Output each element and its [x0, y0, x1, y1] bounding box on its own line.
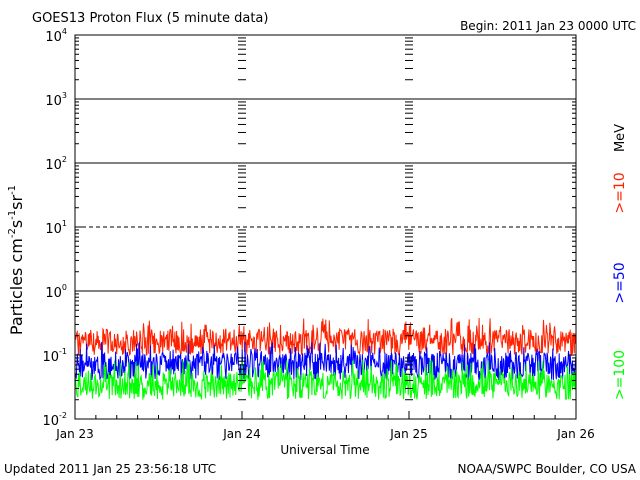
y-tick-base: 10	[45, 158, 62, 173]
y-label-mid2: sr	[7, 195, 26, 210]
y-label-sup2: -1	[7, 210, 18, 220]
grid-layer	[75, 98, 576, 292]
y-tick-exp: 4	[62, 27, 67, 36]
y-tick-base: 10	[45, 222, 62, 237]
updated-timestamp: Updated 2011 Jan 25 23:56:18 UTC	[4, 462, 216, 476]
y-tick-label-4: 102	[45, 155, 67, 173]
y-tick-exp: -2	[59, 411, 67, 420]
y-tick-exp: 1	[62, 219, 67, 228]
series-trace-1	[74, 341, 577, 381]
y-tick-label-1: 10-1	[42, 347, 67, 365]
y-tick-exp: 0	[62, 283, 67, 292]
y-tick-label-6: 104	[45, 27, 67, 45]
credit-line: NOAA/SWPC Boulder, CO USA	[458, 462, 637, 476]
y-label-sup1: -2	[7, 228, 18, 238]
series-trace-2	[75, 359, 577, 400]
y-tick-base: 10	[45, 30, 62, 45]
legend-series-0: >=10	[612, 172, 628, 213]
y-tick-exp: 3	[62, 91, 67, 100]
y-tick-exp: -1	[59, 347, 67, 356]
y-tick-label-2: 100	[45, 283, 67, 301]
y-tick-label-0: 10-2	[42, 411, 67, 429]
x-tick-label-2: Jan 25	[389, 427, 428, 441]
series-layer	[74, 317, 577, 400]
y-tick-base: 10	[45, 94, 62, 109]
y-tick-exp: 2	[62, 155, 67, 164]
y-tick-base: 10	[42, 350, 59, 365]
series-trace-0	[74, 317, 577, 357]
legend-series-1: >=50	[612, 262, 628, 303]
begin-label: Begin: 2011 Jan 23 0000 UTC	[460, 19, 636, 33]
x-tick-label-3: Jan 26	[556, 427, 595, 441]
legend: MeV >=10 >=50 >=100	[612, 124, 628, 400]
x-tick-label-0: Jan 23	[55, 427, 94, 441]
y-label-sup3: -1	[7, 185, 18, 195]
x-tick-label-1: Jan 24	[222, 427, 261, 441]
y-label-mid1: s	[7, 220, 26, 228]
y-label-base: Particles cm	[7, 238, 26, 335]
x-axis-label: Universal Time	[280, 443, 369, 457]
svg-text:Particles cm-2s-1sr-1: Particles cm-2s-1sr-1	[7, 185, 26, 335]
chart-title: GOES13 Proton Flux (5 minute data)	[32, 11, 268, 26]
legend-series-2: >=100	[612, 350, 628, 400]
y-tick-label-3: 101	[45, 219, 67, 237]
y-tick-label-5: 103	[45, 91, 67, 109]
y-axis-label: Particles cm-2s-1sr-1	[7, 185, 26, 335]
legend-unit: MeV	[613, 124, 628, 152]
y-tick-base: 10	[42, 414, 59, 429]
y-tick-base: 10	[45, 286, 62, 301]
